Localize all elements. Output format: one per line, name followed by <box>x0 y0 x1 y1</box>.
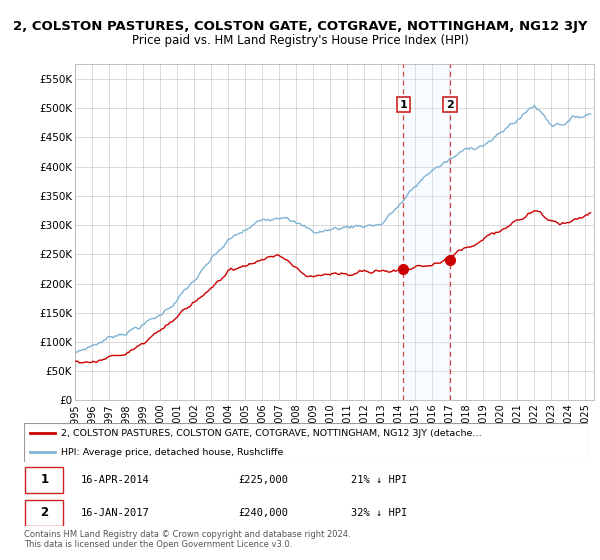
Text: 2: 2 <box>446 100 454 110</box>
Text: Price paid vs. HM Land Registry's House Price Index (HPI): Price paid vs. HM Land Registry's House … <box>131 34 469 46</box>
Text: 16-APR-2014: 16-APR-2014 <box>80 474 149 484</box>
Text: 16-JAN-2017: 16-JAN-2017 <box>80 508 149 518</box>
Text: £225,000: £225,000 <box>238 474 289 484</box>
Text: 21% ↓ HPI: 21% ↓ HPI <box>351 474 407 484</box>
FancyBboxPatch shape <box>25 466 64 493</box>
Text: This data is licensed under the Open Government Licence v3.0.: This data is licensed under the Open Gov… <box>24 540 292 549</box>
Text: HPI: Average price, detached house, Rushcliffe: HPI: Average price, detached house, Rush… <box>61 447 283 457</box>
Text: 32% ↓ HPI: 32% ↓ HPI <box>351 508 407 518</box>
Bar <box>403 64 450 400</box>
FancyBboxPatch shape <box>25 500 64 526</box>
Text: £240,000: £240,000 <box>238 508 289 518</box>
Text: 1: 1 <box>400 100 407 110</box>
Text: 2, COLSTON PASTURES, COLSTON GATE, COTGRAVE, NOTTINGHAM, NG12 3JY (detache…: 2, COLSTON PASTURES, COLSTON GATE, COTGR… <box>61 429 482 438</box>
Text: 2, COLSTON PASTURES, COLSTON GATE, COTGRAVE, NOTTINGHAM, NG12 3JY: 2, COLSTON PASTURES, COLSTON GATE, COTGR… <box>13 20 587 32</box>
Text: Contains HM Land Registry data © Crown copyright and database right 2024.: Contains HM Land Registry data © Crown c… <box>24 530 350 539</box>
Text: 1: 1 <box>40 473 49 486</box>
Text: 2: 2 <box>40 506 49 519</box>
